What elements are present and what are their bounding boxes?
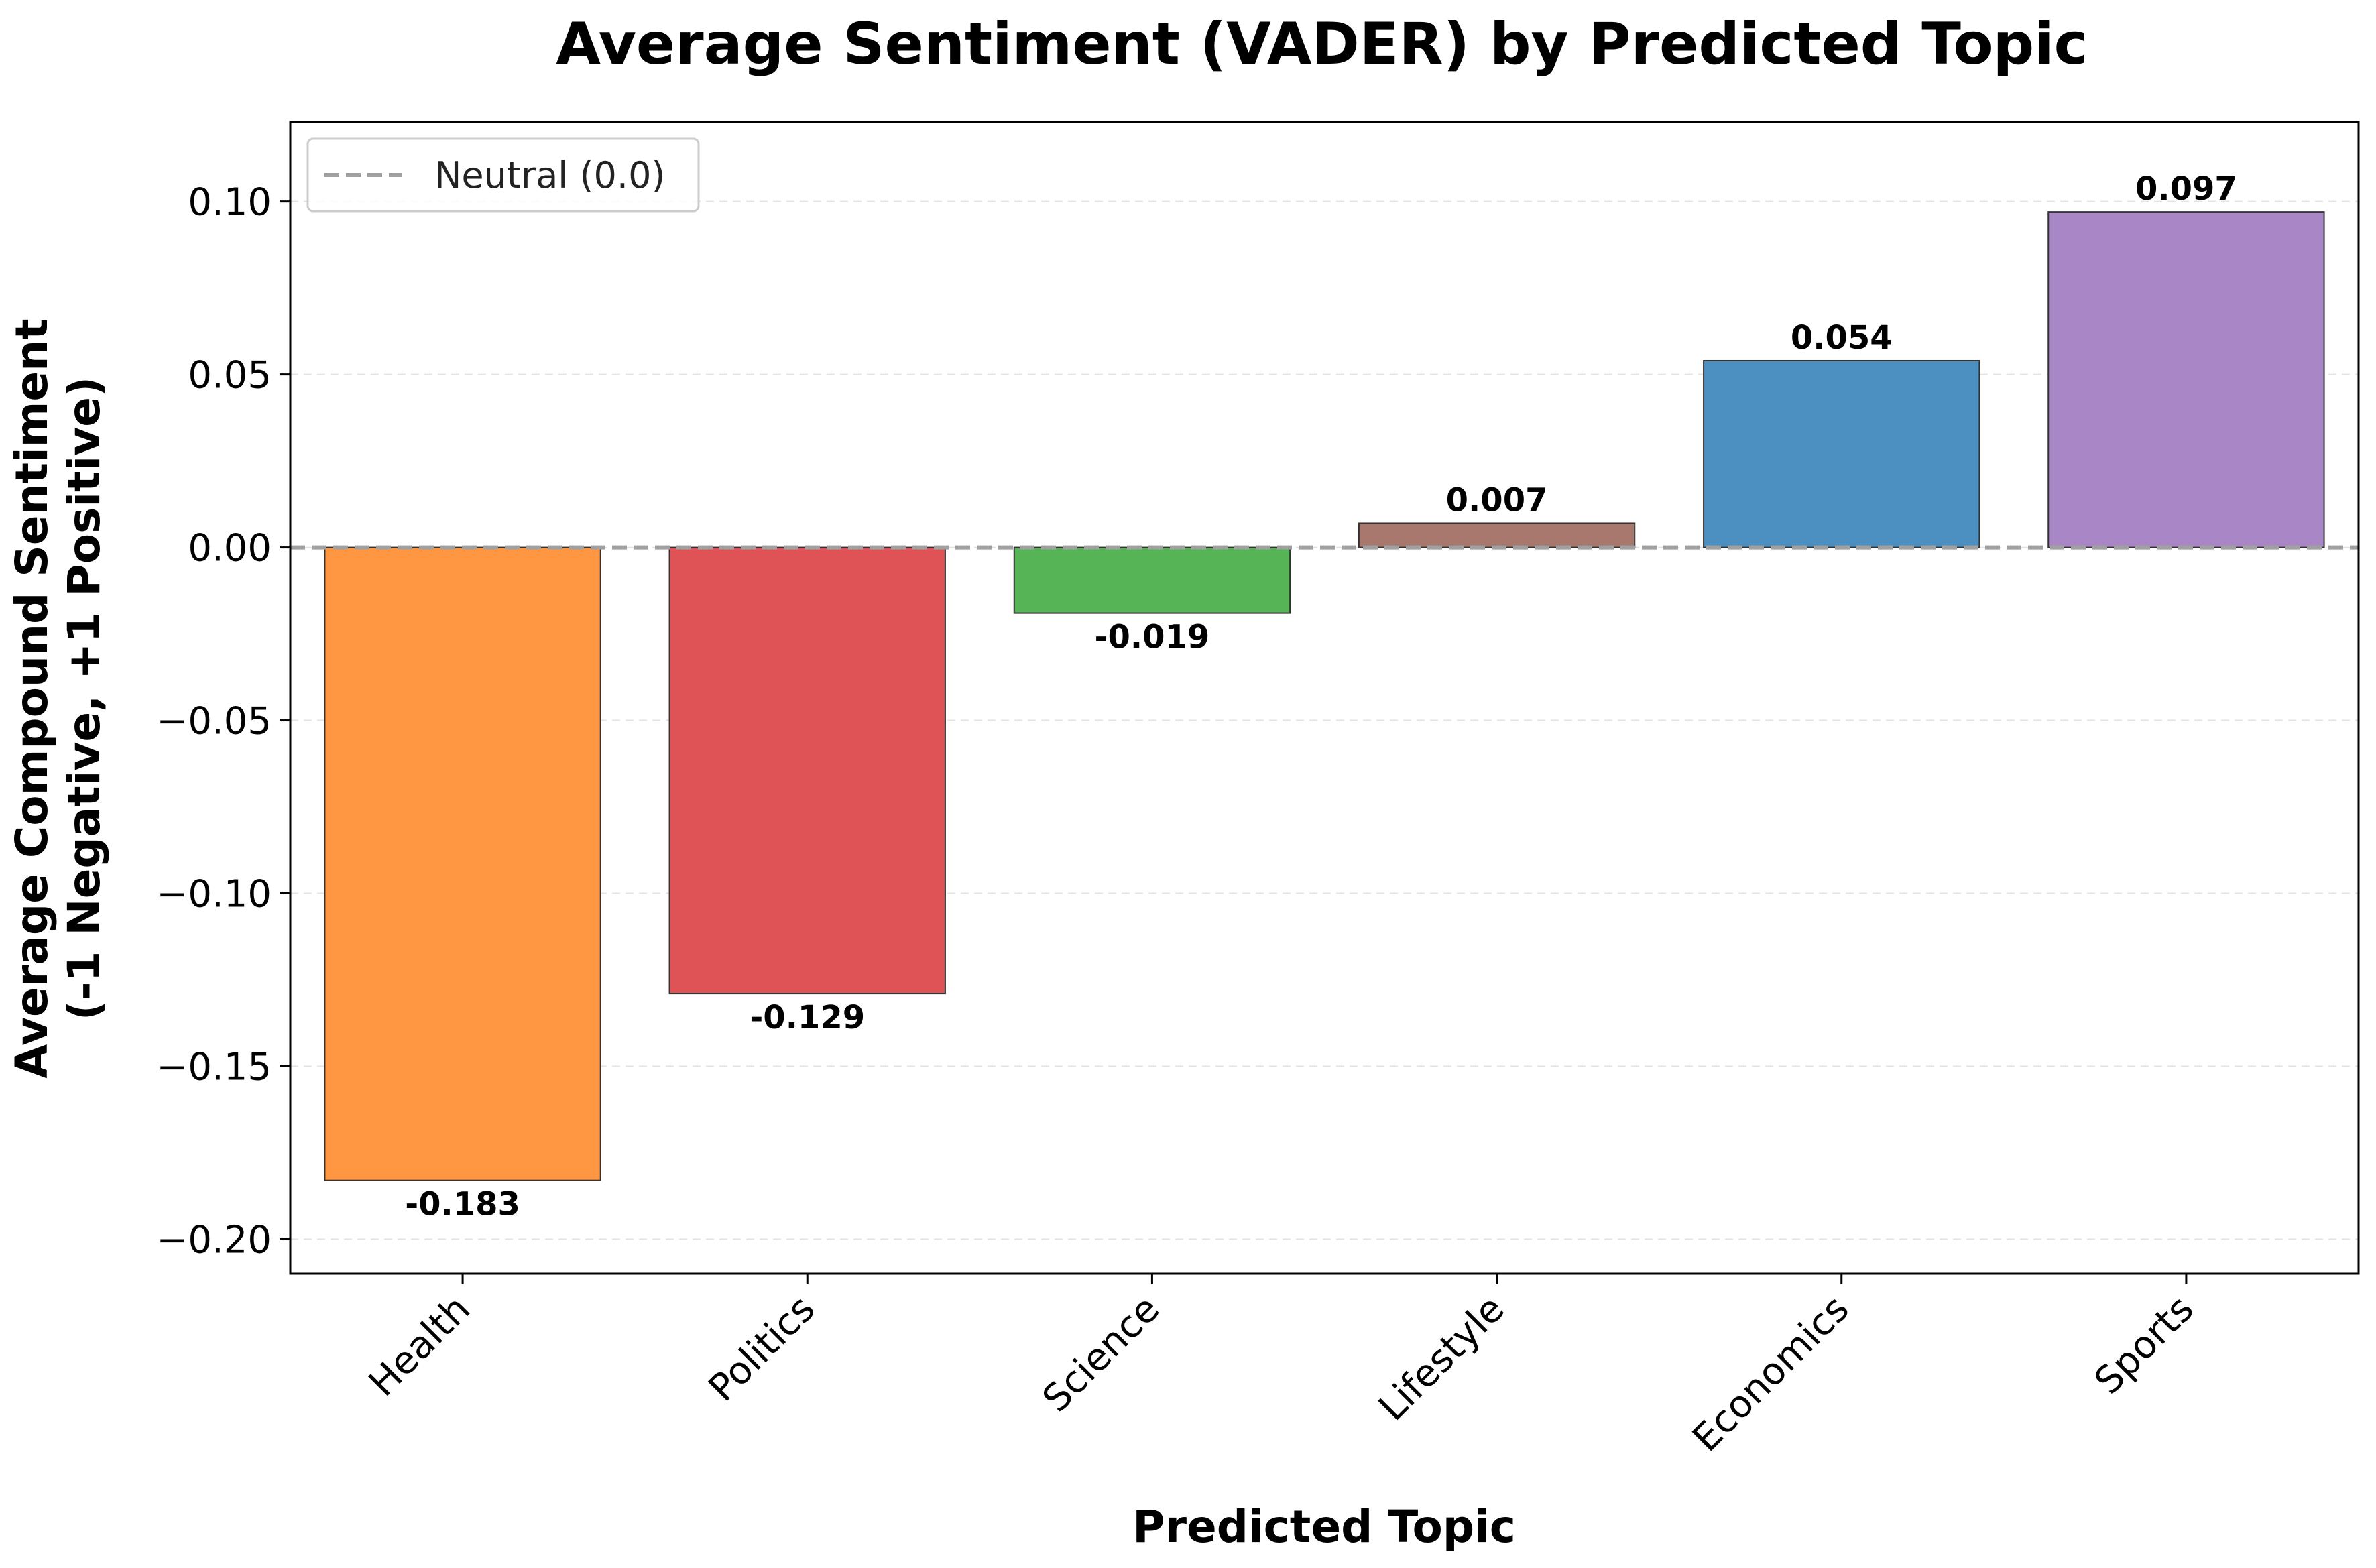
- x-axis-ticks: Health Politics Science Lifestyle Economics S…: [361, 1274, 2202, 1460]
- y-tick-label: −0.15: [156, 1045, 272, 1089]
- value-label-economics: 0.054: [1791, 319, 1893, 357]
- y-tick-label: 0.00: [188, 527, 272, 570]
- bar-health: [324, 546, 601, 1181]
- bar-politics: [668, 546, 946, 995]
- x-tick-label-health: Health: [361, 1287, 479, 1405]
- legend-box: [306, 137, 700, 213]
- y-tick-label: 0.10: [188, 181, 272, 225]
- legend: Neutral (0.0): [306, 137, 700, 213]
- y-tick-label: −0.05: [156, 700, 272, 743]
- plot-frame: [289, 121, 2360, 1275]
- y-axis-ticks: −0.20 −0.15 −0.10 −0.05 0.00 0.05 0.10: [156, 181, 290, 1262]
- bars: [324, 211, 2325, 1181]
- chart-title: Average Sentiment (VADER) by Predicted T…: [556, 11, 2088, 78]
- value-labels: -0.183 -0.129 -0.019 0.007 0.054 0.097: [405, 170, 2237, 1223]
- x-tick-label-politics: Politics: [701, 1287, 824, 1410]
- legend-entry-neutral: Neutral (0.0): [434, 154, 666, 196]
- x-axis-label: Predicted Topic: [1132, 1501, 1516, 1553]
- bar-sports: [2047, 211, 2325, 548]
- value-label-health: -0.183: [405, 1186, 520, 1223]
- y-tick-label: 0.05: [188, 354, 272, 398]
- x-tick-label-economics: Economics: [1684, 1287, 1857, 1460]
- bar-economics: [1703, 359, 1980, 548]
- x-tick-label-science: Science: [1034, 1287, 1168, 1421]
- bar-lifestyle: [1358, 522, 1636, 548]
- value-label-sports: 0.097: [2135, 170, 2237, 208]
- bar-science: [1013, 546, 1291, 614]
- y-axis-label-line-2: (-1 Negative, +1 Positive): [58, 377, 110, 1020]
- value-label-science: -0.019: [1095, 619, 1210, 656]
- value-label-politics: -0.129: [750, 999, 865, 1036]
- y-tick-label: −0.10: [156, 872, 272, 916]
- x-tick-label-sports: Sports: [2086, 1287, 2202, 1403]
- value-label-lifestyle: 0.007: [1446, 481, 1548, 519]
- y-axis-label: Average Compound Sentiment (-1 Negative,…: [6, 318, 110, 1078]
- x-tick-label-lifestyle: Lifestyle: [1370, 1287, 1512, 1429]
- y-axis-label-line-1: Average Compound Sentiment: [6, 318, 58, 1078]
- y-tick-label: −0.20: [156, 1218, 272, 1262]
